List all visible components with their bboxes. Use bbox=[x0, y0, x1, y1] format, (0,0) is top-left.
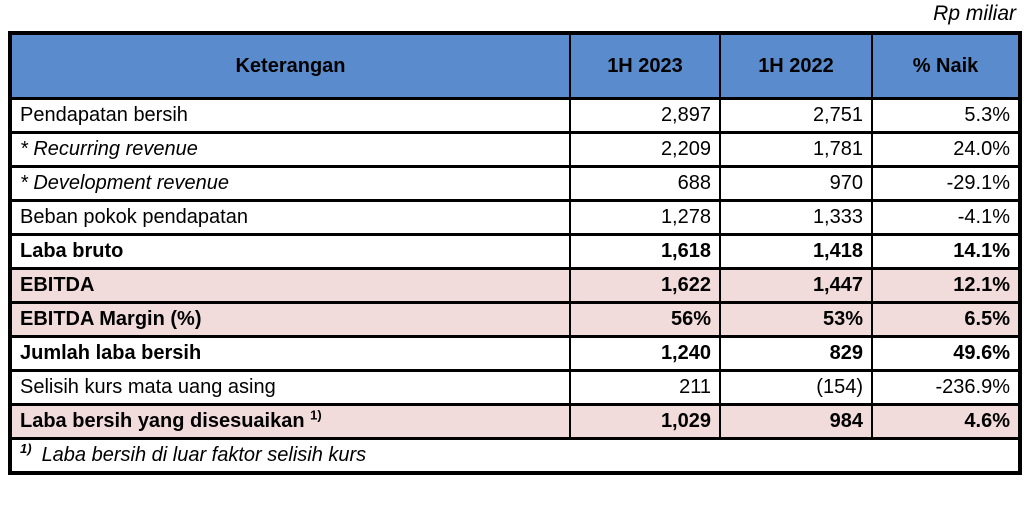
footnote-cell: 1) Laba bersih di luar faktor selisih kur… bbox=[9, 437, 1021, 475]
table-header-row: Keterangan 1H 2023 1H 2022 % Naik bbox=[9, 31, 1021, 100]
value-1h2022: 984 bbox=[719, 403, 873, 440]
row-label: EBITDA Margin (%) bbox=[9, 301, 571, 338]
row-label: * Recurring revenue bbox=[9, 131, 571, 168]
table-row-recurring-revenue: * Recurring revenue 2,209 1,781 24.0% bbox=[9, 131, 1021, 168]
row-label: Pendapatan bersih bbox=[9, 97, 571, 134]
value-naik: 5.3% bbox=[871, 97, 1021, 134]
value-naik: 49.6% bbox=[871, 335, 1021, 372]
table-row-ebitda: EBITDA 1,622 1,447 12.1% bbox=[9, 267, 1021, 304]
table-row-pendapatan-bersih: Pendapatan bersih 2,897 2,751 5.3% bbox=[9, 97, 1021, 134]
table-row-development-revenue: * Development revenue 688 970 -29.1% bbox=[9, 165, 1021, 202]
value-1h2023: 56% bbox=[569, 301, 721, 338]
financial-table: Keterangan 1H 2023 1H 2022 % Naik Pendap… bbox=[8, 31, 1022, 475]
table-row-laba-bersih-disesuaikan: Laba bersih yang disesuaikan 1) 1,029 98… bbox=[9, 403, 1021, 440]
value-naik: 6.5% bbox=[871, 301, 1021, 338]
value-1h2022: (154) bbox=[719, 369, 873, 406]
value-1h2023: 688 bbox=[569, 165, 721, 202]
footnote-marker: 1) bbox=[20, 441, 32, 457]
value-1h2023: 1,622 bbox=[569, 267, 721, 304]
footnote-text: Laba bersih di luar faktor selisih kurs bbox=[41, 444, 367, 466]
table-row-selisih-kurs: Selisih kurs mata uang asing 211 (154) -… bbox=[9, 369, 1021, 406]
footnote-ref: 1) bbox=[310, 407, 322, 423]
table-row-beban-pokok: Beban pokok pendapatan 1,278 1,333 -4.1% bbox=[9, 199, 1021, 236]
value-1h2022: 1,447 bbox=[719, 267, 873, 304]
value-1h2022: 2,751 bbox=[719, 97, 873, 134]
value-1h2023: 1,278 bbox=[569, 199, 721, 236]
value-1h2023: 1,240 bbox=[569, 335, 721, 372]
row-label: * Development revenue bbox=[9, 165, 571, 202]
table-row-ebitda-margin: EBITDA Margin (%) 56% 53% 6.5% bbox=[9, 301, 1021, 338]
header-1h2022: 1H 2022 bbox=[719, 31, 873, 100]
table-footnote-row: 1) Laba bersih di luar faktor selisih kur… bbox=[9, 437, 1021, 475]
value-1h2023: 2,897 bbox=[569, 97, 721, 134]
header-naik: % Naik bbox=[871, 31, 1021, 100]
value-naik: 12.1% bbox=[871, 267, 1021, 304]
value-naik: 24.0% bbox=[871, 131, 1021, 168]
value-naik: -236.9% bbox=[871, 369, 1021, 406]
value-naik: -4.1% bbox=[871, 199, 1021, 236]
table-row-jumlah-laba-bersih: Jumlah laba bersih 1,240 829 49.6% bbox=[9, 335, 1021, 372]
value-1h2023: 211 bbox=[569, 369, 721, 406]
table-row-laba-bruto: Laba bruto 1,618 1,418 14.1% bbox=[9, 233, 1021, 270]
value-1h2022: 829 bbox=[719, 335, 873, 372]
value-1h2022: 53% bbox=[719, 301, 873, 338]
value-1h2022: 1,333 bbox=[719, 199, 873, 236]
value-naik: -29.1% bbox=[871, 165, 1021, 202]
value-1h2022: 1,781 bbox=[719, 131, 873, 168]
unit-label: Rp miliar bbox=[933, 2, 1016, 25]
row-label-text: Laba bersih yang disesuaikan bbox=[20, 410, 305, 432]
row-label: Selisih kurs mata uang asing bbox=[9, 369, 571, 406]
value-naik: 4.6% bbox=[871, 403, 1021, 440]
row-label: Beban pokok pendapatan bbox=[9, 199, 571, 236]
header-keterangan: Keterangan bbox=[9, 31, 571, 100]
value-1h2023: 1,029 bbox=[569, 403, 721, 440]
value-1h2022: 970 bbox=[719, 165, 873, 202]
row-label: EBITDA bbox=[9, 267, 571, 304]
value-1h2023: 2,209 bbox=[569, 131, 721, 168]
header-1h2023: 1H 2023 bbox=[569, 31, 721, 100]
value-1h2022: 1,418 bbox=[719, 233, 873, 270]
row-label: Laba bersih yang disesuaikan 1) bbox=[9, 403, 571, 440]
value-1h2023: 1,618 bbox=[569, 233, 721, 270]
row-label: Jumlah laba bersih bbox=[9, 335, 571, 372]
row-label: Laba bruto bbox=[9, 233, 571, 270]
value-naik: 14.1% bbox=[871, 233, 1021, 270]
